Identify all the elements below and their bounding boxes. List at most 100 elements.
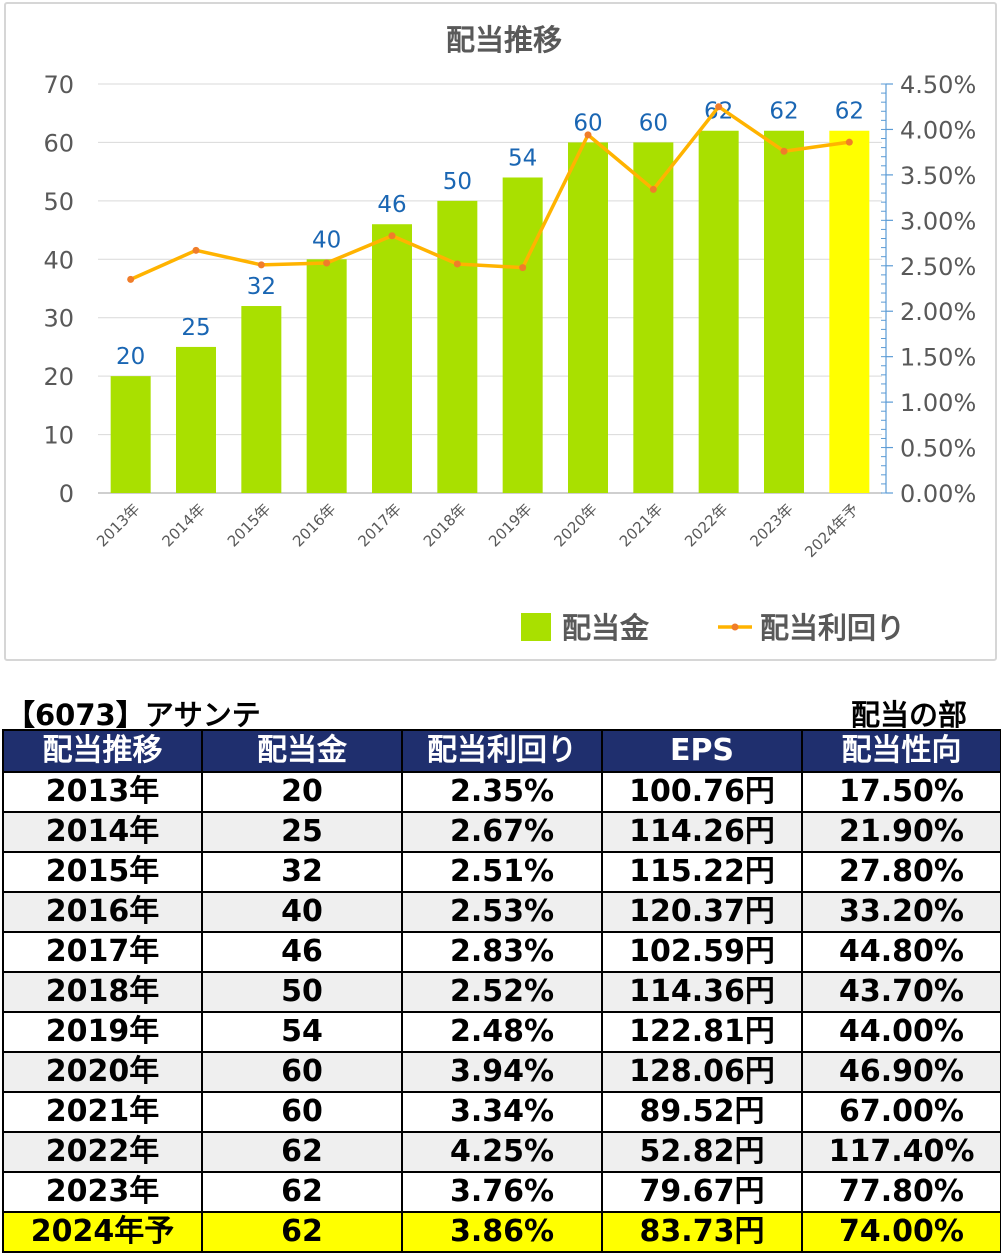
y-left-tick-label: 30 [43,305,74,333]
cell-dividend: 62 [201,1211,403,1253]
table-row: 2015年 32 2.51% 115.22円 27.80% [2,851,1001,893]
table-row: 2020年 60 3.94% 128.06円 46.90% [2,1051,1001,1093]
y-right-tick-label: 0.00% [900,480,976,508]
bar-data-label: 62 [835,99,864,125]
section-title: 配当の部 [850,698,967,732]
y-right-tick-label: 2.00% [900,298,976,326]
table-row: 2023年 62 3.76% 79.67円 77.80% [2,1171,1001,1213]
cell-dividend: 40 [201,891,403,933]
x-tick-label: 2017年 [354,500,404,550]
dividend-table: 配当推移 配当金 配当利回り EPS 配当性向 2013年 20 2.35% 100.… [2,729,1001,1253]
table-row: 2022年 62 4.25% 52.82円 117.40% [2,1131,1001,1173]
table-caption: 【6073】アサンテ 配当の部 [4,690,997,732]
cell-yield: 2.53% [401,891,603,933]
cell-year: 2013年 [2,771,203,813]
header-yield: 配当利回り [401,729,603,773]
yield-point [453,260,461,268]
bar [502,177,543,493]
x-tick-label: 2022年 [681,500,731,550]
cell-payout: 46.90% [801,1051,1001,1093]
cell-dividend: 60 [201,1051,403,1093]
x-tick-label: 2013年 [93,500,143,550]
yield-point [584,131,592,139]
cell-yield: 3.34% [401,1091,603,1133]
chart-title: 配当推移 [446,23,562,57]
x-tick-label: 2020年 [550,500,600,550]
cell-eps: 83.73円 [601,1211,803,1253]
cell-payout: 67.00% [801,1091,1001,1133]
cell-eps: 114.36円 [601,971,803,1013]
cell-year: 2014年 [2,811,203,853]
bar-data-label: 46 [377,192,406,218]
company-title: 【6073】アサンテ [6,698,261,732]
cell-eps: 114.26円 [601,811,803,853]
yield-point [388,232,396,240]
y-right-tick-label: 0.50% [900,435,976,463]
cell-eps: 89.52円 [601,1091,803,1133]
cell-payout: 44.00% [801,1011,1001,1053]
cell-payout: 21.90% [801,811,1001,853]
bar [306,259,347,493]
cell-yield: 4.25% [401,1131,603,1173]
cell-year: 2023年 [2,1171,203,1213]
cell-payout: 43.70% [801,971,1001,1013]
yield-point [649,185,657,193]
y-left-tick-label: 70 [43,71,74,99]
cell-year: 2018年 [2,971,203,1013]
x-tick-label: 2015年 [224,500,274,550]
dividend-chart: 配当推移 0 10 20 30 40 50 60 70 0.00% 0.50% 1.00% 1.50% 2… [4,2,997,661]
y-right-tick-label: 1.00% [900,389,976,417]
yield-point [715,103,723,111]
bar [633,142,674,493]
cell-eps: 100.76円 [601,771,803,813]
cell-dividend: 50 [201,971,403,1013]
cell-year: 2016年 [2,891,203,933]
y-left-tick-label: 50 [43,188,74,216]
bar [241,306,282,493]
table-row: 2013年 20 2.35% 100.76円 17.50% [2,771,1001,813]
y-left-tick-label: 0 [59,480,74,508]
y-left-tick-label: 60 [43,129,74,157]
yield-point [257,261,265,269]
x-tick-label: 2024年予 [801,500,862,561]
bar [568,142,608,493]
cell-yield: 2.35% [401,771,603,813]
chart-svg: 配当推移 0 10 20 30 40 50 60 70 0.00% 0.50% 1.00% 1.50% 2… [43,23,976,645]
cell-yield: 2.48% [401,1011,603,1053]
cell-eps: 115.22円 [601,851,803,893]
yield-point [127,275,135,283]
cell-payout: 17.50% [801,771,1001,813]
yield-point [780,147,788,155]
yield-point [845,138,853,146]
cell-eps: 52.82円 [601,1131,803,1173]
y-right-tick-label: 3.00% [900,207,976,235]
table-row: 2016年 40 2.53% 120.37円 33.20% [2,891,1001,933]
x-tick-label: 2018年 [420,500,470,550]
table-row: 2024年予 62 3.86% 83.73円 74.00% [2,1211,1001,1253]
cell-yield: 2.51% [401,851,603,893]
yield-point [323,259,331,267]
header-dividend: 配当金 [201,729,403,773]
y-right-tick-label: 3.50% [900,162,976,190]
cell-year: 2022年 [2,1131,203,1173]
yield-point [519,264,527,272]
x-tick-label: 2023年 [746,500,796,550]
bar-data-label: 62 [769,99,798,125]
header-eps: EPS [601,729,803,773]
header-year: 配当推移 [2,729,203,773]
cell-eps: 79.67円 [601,1171,803,1213]
header-payout: 配当性向 [801,729,1001,773]
cell-eps: 122.81円 [601,1011,803,1053]
y-right-tick-label: 4.50% [900,71,976,99]
cell-dividend: 32 [201,851,403,893]
x-tick-label: 2016年 [289,500,339,550]
bar [110,376,151,493]
table-header-row: 配当推移 配当金 配当利回り EPS 配当性向 [2,729,1001,773]
cell-year: 2024年予 [2,1211,203,1253]
table-row: 2019年 54 2.48% 122.81円 44.00% [2,1011,1001,1053]
bar [176,346,216,493]
bar [698,130,739,493]
legend-swatch-bar [521,613,551,641]
table-row: 2014年 25 2.67% 114.26円 21.90% [2,811,1001,853]
cell-yield: 3.94% [401,1051,603,1093]
